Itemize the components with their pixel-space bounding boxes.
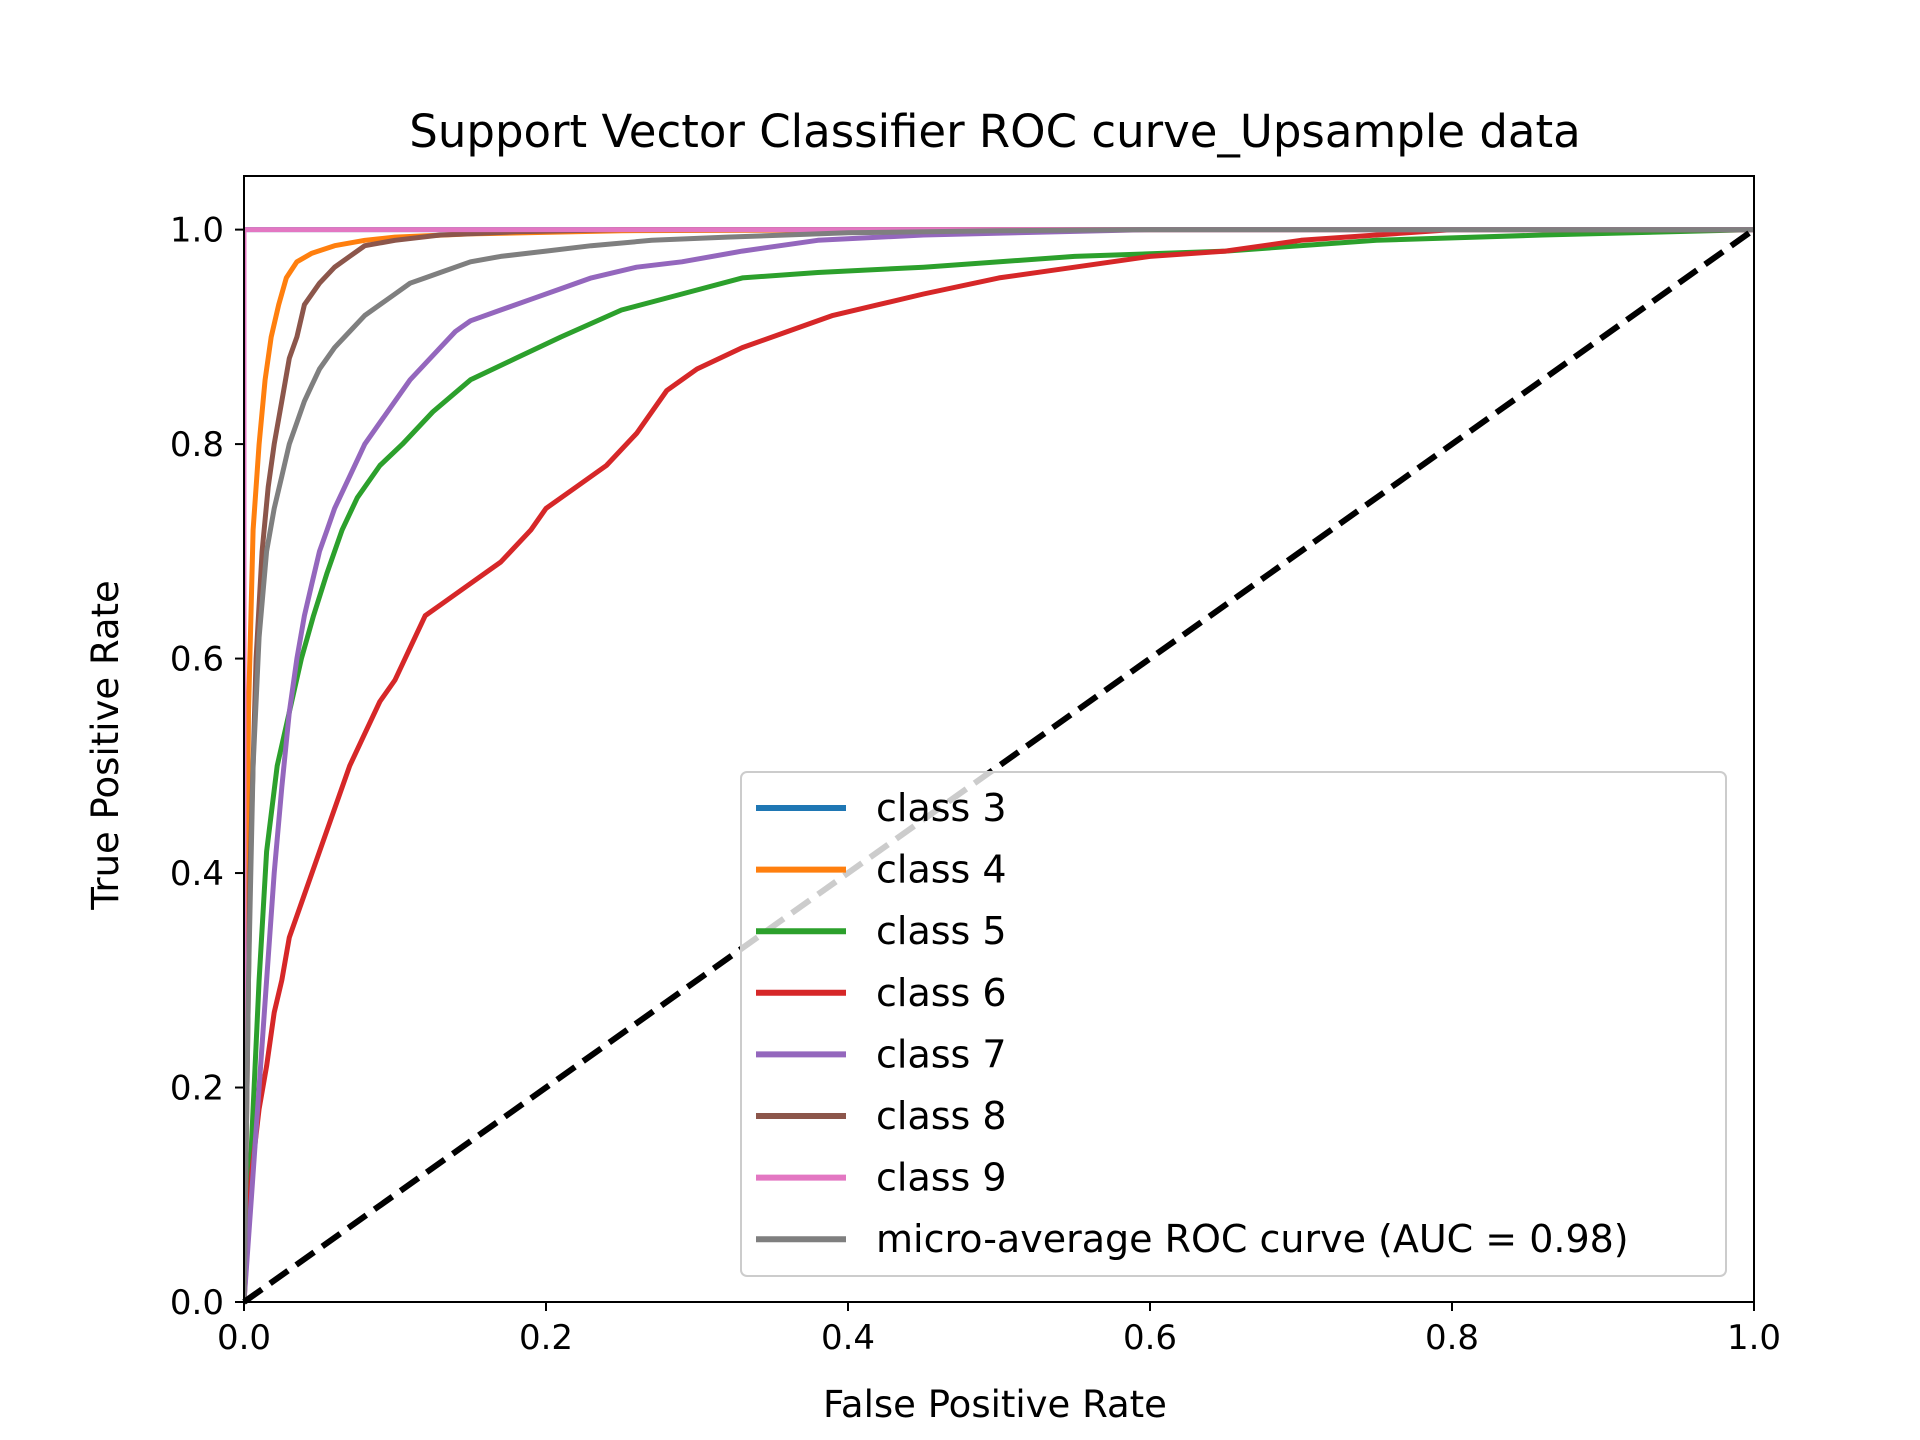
series-line-micro-average-roc-curve-auc-0-98	[244, 227, 1754, 1302]
legend-label: class 9	[876, 1156, 1007, 1200]
axes-frame	[243, 175, 1755, 1303]
x-tick-label: 0.0	[217, 1318, 271, 1358]
y-tick-label: 0.0	[170, 1283, 224, 1323]
legend-box	[740, 771, 1727, 1277]
legend-label: class 6	[876, 971, 1007, 1015]
legend-label: micro-average ROC curve (AUC = 0.98)	[876, 1217, 1629, 1261]
plot-area: 0.0 0.2 0.4 0.6 0.8 1.0 0.0 0.2 0.4 0.6 0.8 1.0	[170, 175, 1781, 1358]
series-line-class-5	[244, 227, 1754, 1302]
series-line-class-6	[244, 227, 1754, 1302]
legend-label: class 3	[876, 786, 1007, 830]
legend-label: class 4	[876, 848, 1007, 892]
series-line-class-8	[244, 227, 1754, 1302]
y-axis-label: True Positive Rate	[84, 580, 127, 911]
y-tick-label: 0.4	[170, 854, 224, 894]
chart-title: Support Vector Classifier ROC curve_Upsa…	[409, 105, 1580, 158]
x-tick-label: 0.6	[1123, 1318, 1177, 1358]
legend-label: class 5	[876, 909, 1007, 953]
y-tick-label: 0.2	[170, 1069, 224, 1109]
legend-label: class 8	[876, 1094, 1007, 1138]
x-axis-label: False Positive Rate	[823, 1383, 1167, 1426]
series-line-class-7	[244, 227, 1754, 1302]
x-tick-label: 0.8	[1425, 1318, 1479, 1358]
y-tick-label: 1.0	[170, 211, 224, 251]
x-tick-label: 1.0	[1727, 1318, 1781, 1358]
legend-label: class 7	[876, 1032, 1007, 1076]
legend: class 3 class 4 class 5 class 6 class 7 class…	[740, 771, 1727, 1277]
y-tick-label: 0.8	[170, 425, 224, 465]
y-tick-label: 0.6	[170, 640, 224, 680]
series-group	[244, 227, 1754, 1302]
x-tick-label: 0.2	[519, 1318, 573, 1358]
chance-diagonal-line	[242, 227, 1756, 1305]
x-tick-label: 0.4	[821, 1318, 875, 1358]
